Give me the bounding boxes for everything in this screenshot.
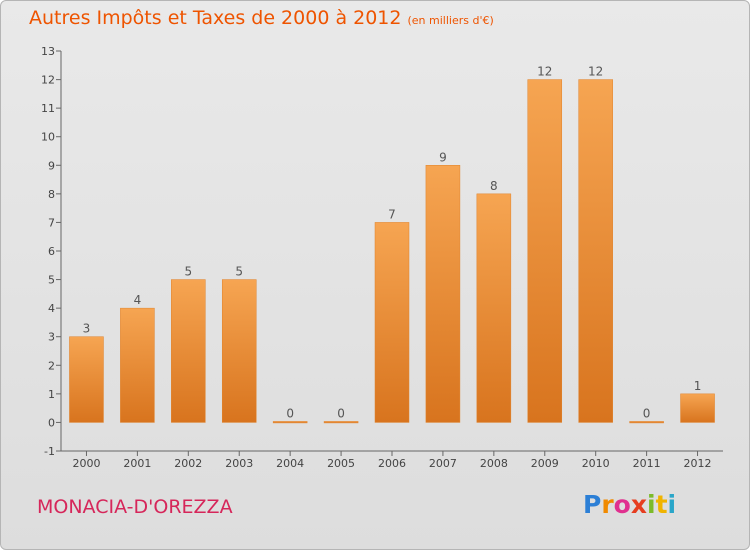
bar-2008	[476, 193, 512, 423]
logo-letter: i	[667, 490, 677, 519]
logo-letter: o	[613, 490, 631, 519]
y-tick-label: 0	[48, 416, 55, 429]
x-tick-label-2010: 2010	[582, 457, 610, 470]
x-tick-label-2005: 2005	[327, 457, 355, 470]
y-tick-label: 3	[48, 331, 55, 344]
bar-2010	[578, 79, 613, 423]
y-tick-label: 6	[48, 245, 55, 258]
bar-2002	[171, 279, 206, 423]
value-label-2004: 0	[286, 406, 294, 420]
value-label-2009: 12	[537, 65, 552, 79]
value-label-2002: 5	[184, 265, 192, 279]
bar-2000	[69, 336, 104, 423]
bar-2007	[425, 165, 461, 423]
value-label-2012: 1	[694, 379, 702, 393]
value-label-2003: 5	[235, 265, 243, 279]
value-label-2005: 0	[337, 406, 345, 420]
logo-letter: t	[655, 490, 668, 519]
value-label-2011: 0	[643, 406, 651, 420]
bar-2001	[120, 307, 155, 423]
bar-2003	[221, 279, 257, 423]
x-tick-label-2007: 2007	[429, 457, 457, 470]
value-label-2010: 12	[588, 65, 603, 79]
proxiti-logo: Proxiti	[583, 490, 676, 519]
value-label-2008: 8	[490, 179, 498, 193]
y-tick-label: 1	[48, 388, 55, 401]
value-label-2000: 3	[83, 322, 91, 336]
x-tick-label-2003: 2003	[225, 457, 253, 470]
value-label-2006: 7	[388, 207, 396, 221]
logo-letter: i	[647, 490, 656, 519]
y-tick-label: 8	[48, 188, 55, 201]
x-tick-label-2006: 2006	[378, 457, 406, 470]
logo-letter: P	[583, 490, 602, 519]
bar-2004	[272, 421, 308, 424]
y-tick-label: 4	[48, 302, 55, 315]
y-tick-label: -1	[44, 445, 55, 458]
chart-subtitle: (en milliers d'€)	[407, 14, 494, 27]
logo-letter: x	[630, 490, 647, 519]
chart-title: Autres Impôts et Taxes de 2000 à 2012 (en…	[29, 7, 494, 29]
logo-letter: r	[601, 490, 614, 519]
x-tick-label-2008: 2008	[480, 457, 508, 470]
value-label-2001: 4	[134, 293, 142, 307]
y-tick-label: 7	[48, 216, 55, 229]
x-tick-label-2001: 2001	[123, 457, 151, 470]
y-tick-label: 5	[48, 274, 55, 287]
chart-title-text: Autres Impôts et Taxes de 2000 à 2012	[29, 7, 402, 29]
value-label-2007: 9	[439, 150, 447, 164]
x-tick-label-2011: 2011	[633, 457, 661, 470]
x-tick-label-2004: 2004	[276, 457, 304, 470]
bar-2006	[374, 222, 410, 423]
y-tick-label: 11	[41, 102, 55, 115]
x-tick-label-2009: 2009	[531, 457, 559, 470]
y-tick-label: 12	[41, 74, 55, 87]
x-tick-label-2012: 2012	[684, 457, 712, 470]
bar-2005	[323, 421, 359, 424]
y-tick-label: 2	[48, 359, 55, 372]
bar-2012	[680, 393, 715, 423]
y-tick-label: 9	[48, 159, 55, 172]
x-axis: 2000 2001 2002 2003 2004 2005 2006 2007 2008 2009…	[61, 450, 723, 470]
bar-2011	[629, 421, 664, 424]
bars: 3 4 5 5 0 0 7 9 8 12 12 0 1	[69, 65, 715, 424]
bar-2009	[527, 79, 563, 423]
y-tick-label: 13	[41, 45, 55, 58]
x-tick-label-2002: 2002	[174, 457, 202, 470]
commune-name: MONACIA-D'OREZZA	[37, 496, 233, 518]
y-tick-label: 10	[41, 131, 55, 144]
x-tick-label-2000: 2000	[72, 457, 100, 470]
